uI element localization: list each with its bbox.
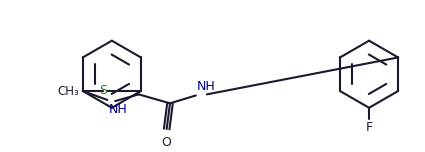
Text: F: F [366, 121, 373, 134]
Text: CH₃: CH₃ [58, 85, 79, 98]
Text: NH: NH [197, 80, 215, 93]
Text: O: O [162, 136, 172, 149]
Text: S: S [99, 84, 107, 97]
Text: NH: NH [108, 103, 127, 116]
